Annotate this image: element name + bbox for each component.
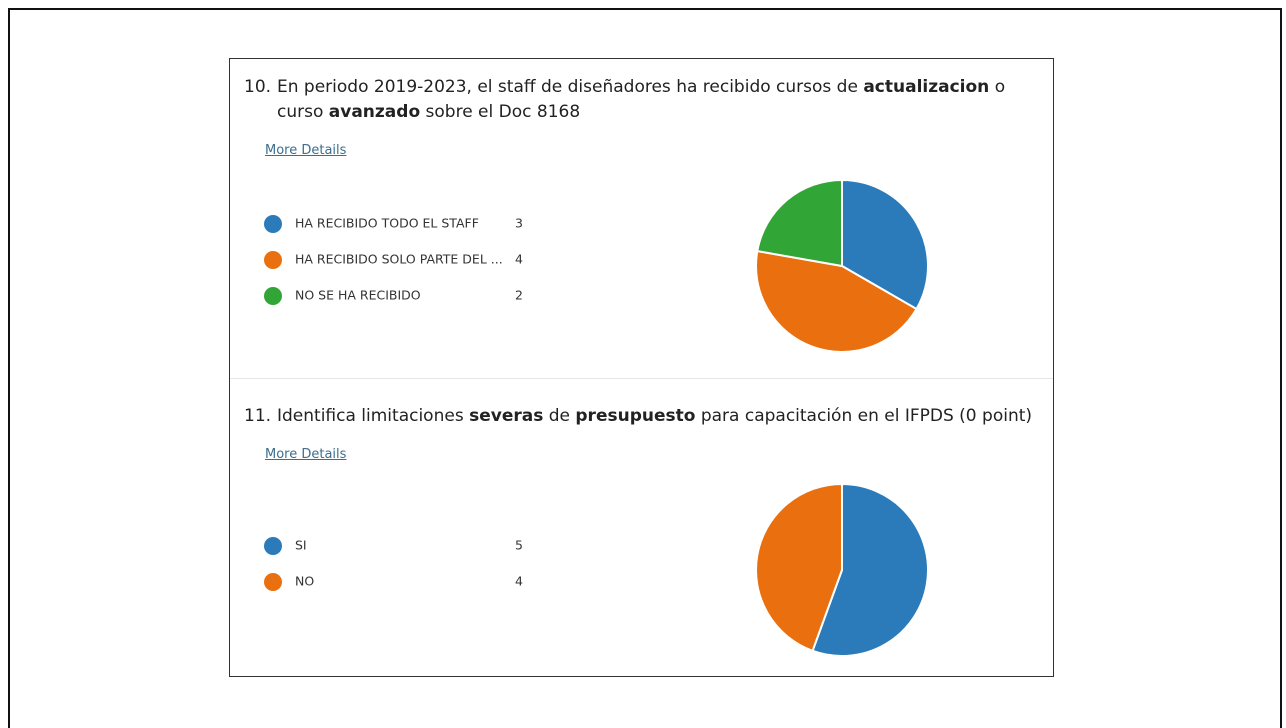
- legend-label: HA RECIBIDO TODO EL STAFF: [295, 216, 479, 231]
- frame: [8, 8, 1282, 728]
- pie-slice: [841, 178, 929, 311]
- title-part: En periodo 2019-2023, el staff de diseña…: [277, 77, 864, 97]
- title-part: sobre el Doc 8168: [420, 102, 581, 122]
- legend-label: NO SE HA RECIBIDO: [295, 288, 421, 303]
- legend-count: 2: [515, 288, 523, 303]
- title-part: para capacitación en el IFPDS (0 point): [695, 406, 1033, 426]
- more-details-link[interactable]: More Details: [265, 143, 347, 158]
- question-text: En periodo 2019-2023, el staff de diseña…: [277, 75, 1044, 125]
- legend-count: 4: [515, 252, 523, 267]
- question-title: 10. En periodo 2019-2023, el staff de dis…: [244, 75, 1044, 125]
- legend-count: 4: [515, 574, 523, 589]
- question-title: 11. Identifica limitaciones severas de pr…: [244, 404, 1044, 429]
- legend-count: 3: [515, 216, 523, 231]
- legend-dot: [264, 251, 282, 269]
- title-part: o curso: [277, 77, 1006, 122]
- title-part: de: [543, 406, 576, 426]
- more-details-link[interactable]: More Details: [265, 447, 347, 462]
- legend-label: SI: [295, 538, 307, 553]
- legend-dot: [264, 287, 282, 305]
- title-part: avanzado: [328, 102, 421, 122]
- question-text: Identifica limitaciones severas de presu…: [277, 404, 1032, 429]
- question-number: 10.: [244, 77, 272, 97]
- legend-label: HA RECIBIDO SOLO PARTE DEL ...: [295, 252, 503, 267]
- question-number: 11.: [244, 406, 272, 426]
- divider: [230, 378, 1053, 379]
- title-part: actualizacion: [863, 77, 990, 97]
- title-part: Identifica limitaciones: [277, 406, 470, 426]
- pie-slice: [811, 482, 929, 657]
- results-card: [229, 58, 1054, 677]
- legend-label: NO: [295, 574, 314, 589]
- title-part: severas: [469, 406, 544, 426]
- title-part: presupuesto: [575, 406, 696, 426]
- pie-slice: [754, 482, 843, 653]
- pie-slice: [756, 178, 843, 268]
- pie-slice: [755, 249, 918, 353]
- legend-dot: [264, 573, 282, 591]
- legend-dot: [264, 537, 282, 555]
- legend-count: 5: [515, 538, 523, 553]
- legend-dot: [264, 215, 282, 233]
